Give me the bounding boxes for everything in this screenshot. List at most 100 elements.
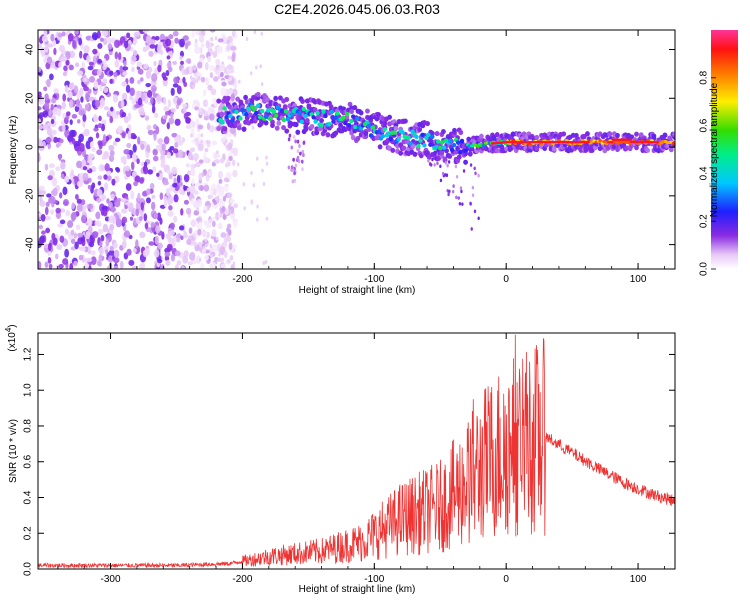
spectrogram-cell: [438, 145, 443, 151]
spectrogram-cell: [134, 104, 141, 109]
spectrogram-cell: [447, 138, 453, 144]
spectrogram-cell: [78, 110, 85, 116]
spectrogram-cell: [95, 132, 100, 139]
spectrogram-cell: [227, 259, 230, 264]
colorbar-tick-label: 0.6: [699, 118, 710, 132]
spectrogram-cell: [194, 38, 198, 43]
spectrogram-cell: [56, 244, 63, 251]
spectrogram-cell: [123, 60, 127, 67]
spectrogram-cell: [125, 183, 132, 191]
spectrogram-cell: [190, 198, 195, 205]
spectrogram-cell: [185, 117, 191, 124]
spectrogram-cell: [157, 138, 164, 145]
spectrogram-cell: [309, 123, 315, 130]
spectrogram-cell: [100, 97, 105, 106]
spectrogram-cell: [208, 219, 213, 224]
spectrogram-cell: [137, 97, 143, 106]
spectrogram-cell: [203, 116, 209, 121]
spectrogram-cell: [142, 190, 148, 197]
spectrogram-cell: [439, 164, 442, 169]
spectrogram-cell: [38, 43, 42, 49]
colorbar-label: Normalized spectral amplitude: [709, 82, 720, 217]
spectrogram-cell: [73, 260, 78, 267]
spectrogram-cell: [212, 188, 217, 196]
spectrogram-cell: [231, 30, 236, 38]
spectrogram-cell: [145, 82, 152, 88]
spectrogram-cell: [224, 115, 229, 120]
spectrogram-cell: [212, 50, 218, 59]
spectrogram-cell: [204, 238, 208, 243]
spectrogram-cell: [82, 77, 88, 83]
spectrogram-cell: [88, 241, 95, 248]
spectrogram-cell: [135, 239, 139, 249]
spectrogram-cell: [152, 155, 159, 162]
spectrogram-cell: [119, 65, 123, 74]
spectrogram-cell: [607, 131, 612, 137]
spectrogram-cell: [73, 85, 79, 94]
spectrogram-cell: [194, 106, 199, 111]
spectrogram-cell: [314, 130, 320, 136]
spectrogram-cell: [76, 160, 83, 169]
spectrogram-cell: [302, 140, 306, 145]
spectrogram-cell: [87, 65, 94, 71]
spectrogram-cell: [220, 120, 225, 125]
spectrogram-cell: [228, 75, 233, 82]
spectrogram-cell: [214, 153, 221, 158]
spectrogram-cell: [416, 143, 421, 149]
spectrogram-cell: [122, 240, 127, 249]
spectrogram-cell: [57, 108, 62, 117]
snr-plot-area: [38, 333, 675, 569]
spectrogram-cell: [220, 63, 225, 72]
spectrogram-cell: [165, 187, 171, 197]
chart-title: C2E4.2026.045.06.03.R03: [274, 1, 440, 17]
spectrogram-cell: [86, 165, 90, 170]
spectrogram-cell: [215, 211, 220, 221]
spectrogram-cell: [76, 70, 84, 77]
spectrogram-cell: [144, 115, 150, 121]
spectrogram-cell: [201, 108, 206, 115]
spectrogram-cell: [284, 128, 290, 134]
spectrogram-cell: [85, 257, 93, 263]
spectrogram-cell: [91, 250, 96, 256]
spectrogram-cell: [341, 115, 346, 120]
spectrogram-cell: [155, 94, 162, 102]
spectrogram-cell: [176, 260, 182, 266]
spectrogram-cell: [242, 182, 246, 187]
spectrogram-cell: [87, 88, 92, 94]
spectrogram-cell: [168, 66, 173, 73]
y-tick-label: 1.0: [23, 383, 34, 397]
spectrogram-cell: [121, 208, 126, 214]
spectrogram-cell: [68, 64, 74, 71]
spectrogram-cell: [134, 175, 141, 183]
spectrogram-cell: [296, 157, 300, 162]
spectrogram-cell: [53, 237, 58, 246]
spectrogram-cell: [139, 177, 145, 184]
spectrogram-cell: [97, 180, 102, 186]
spectrogram-cell: [393, 125, 399, 132]
spectrogram-cell: [45, 216, 51, 221]
spectrogram-cell: [230, 126, 236, 135]
spectrogram-cell: [157, 64, 162, 73]
spectrogram-cell: [111, 215, 117, 225]
spectrogram-cell: [121, 132, 126, 139]
spectrogram-cell: [186, 238, 192, 246]
spectrogram-cell: [422, 143, 427, 148]
spectrogram-cell: [219, 157, 225, 164]
spectrogram-cell: [145, 197, 151, 204]
spectrogram-cell: [434, 144, 439, 150]
spectrogram-cell: [315, 110, 320, 116]
spectrogram-cell: [263, 120, 269, 126]
spectrogram-cell: [142, 249, 149, 258]
spectrogram-cell: [352, 124, 358, 130]
x-tick-label: -100: [364, 574, 384, 585]
spectrogram-cell: [352, 104, 358, 111]
spectrogram-cell: [38, 140, 43, 148]
spectrogram-cell: [561, 131, 567, 137]
spectrogram-cell: [156, 44, 162, 54]
spectrogram-cell: [73, 232, 78, 239]
spectrogram-cell: [281, 124, 286, 131]
spectrogram-cell: [197, 228, 202, 236]
spectrogram-cell: [68, 99, 74, 109]
spectrogram-cell: [99, 240, 103, 247]
spectrogram-cell: [212, 204, 218, 210]
